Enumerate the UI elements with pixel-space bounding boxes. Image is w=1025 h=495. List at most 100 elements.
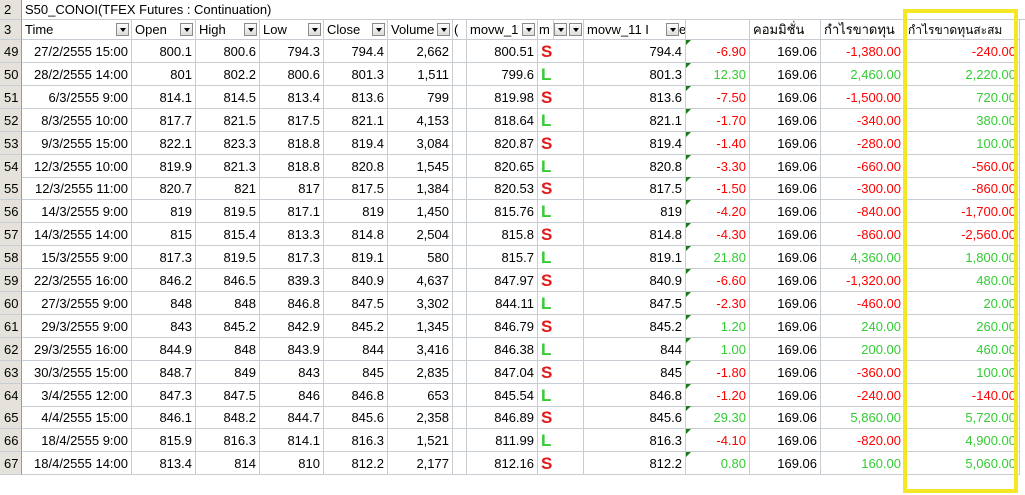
cell-hidden[interactable]: [453, 62, 467, 86]
cell-close[interactable]: 817.5: [324, 177, 388, 201]
cell-cumulative-pl[interactable]: 2,220.00: [905, 62, 1020, 86]
cell-cumulative-pl[interactable]: 480.00: [905, 269, 1020, 292]
cell-movw1[interactable]: 818.64: [467, 108, 538, 132]
cell-low[interactable]: 817.3: [260, 246, 324, 270]
cell-close[interactable]: 820.8: [324, 154, 388, 178]
cell-hidden[interactable]: [453, 246, 467, 270]
cell-commission[interactable]: 169.06: [750, 62, 821, 86]
cell-time[interactable]: 4/4/2555 15:00: [22, 406, 132, 430]
cell-movw11[interactable]: 840.9: [584, 269, 686, 292]
cell-signal[interactable]: S: [538, 314, 584, 338]
cell-high[interactable]: 848.2: [196, 406, 260, 430]
header-movw1[interactable]: movw_1: [467, 20, 538, 40]
cell-hidden[interactable]: [453, 40, 467, 63]
cell-movw11[interactable]: 821.1: [584, 108, 686, 132]
cell-hidden[interactable]: [453, 429, 467, 453]
cell-movw11[interactable]: 844: [584, 337, 686, 361]
cell-hidden[interactable]: [453, 108, 467, 132]
cell-movw1[interactable]: 847.04: [467, 360, 538, 384]
filter-dropdown-icon[interactable]: [372, 23, 385, 36]
cell-high[interactable]: 816.3: [196, 429, 260, 453]
cell-volume[interactable]: 4,637: [388, 269, 453, 292]
row-header[interactable]: 63: [0, 360, 22, 384]
cell-open[interactable]: 844.9: [132, 337, 196, 361]
cell-movw1[interactable]: 815.76: [467, 200, 538, 224]
cell-open[interactable]: 819: [132, 200, 196, 224]
cell-profit-loss[interactable]: 2,460.00: [821, 62, 905, 86]
cell-movw11[interactable]: 819: [584, 200, 686, 224]
cell-hidden[interactable]: [453, 452, 467, 476]
cell-commission[interactable]: 169.06: [750, 85, 821, 109]
cell-movw11[interactable]: 814.8: [584, 223, 686, 247]
cell-close[interactable]: 816.3: [324, 429, 388, 453]
cell-high[interactable]: 819.5: [196, 246, 260, 270]
header-close[interactable]: Close: [324, 20, 388, 40]
cell-open[interactable]: 800.1: [132, 40, 196, 63]
cell-time[interactable]: 14/3/2555 9:00: [22, 200, 132, 224]
cell-signal[interactable]: S: [538, 223, 584, 247]
cell-volume[interactable]: 2,177: [388, 452, 453, 476]
cell-time[interactable]: 30/3/2555 15:00: [22, 360, 132, 384]
cell-hidden[interactable]: [453, 177, 467, 201]
cell-commission[interactable]: 169.06: [750, 131, 821, 155]
cell-close[interactable]: 845.2: [324, 314, 388, 338]
cell-signal[interactable]: S: [538, 85, 584, 109]
row-header[interactable]: 58: [0, 246, 22, 270]
cell-movw11[interactable]: 819.1: [584, 246, 686, 270]
row-header[interactable]: 52: [0, 108, 22, 132]
cell-time[interactable]: 12/3/2555 11:00: [22, 177, 132, 201]
cell-hidden[interactable]: [453, 406, 467, 430]
cell-volume[interactable]: 799: [388, 85, 453, 109]
cell-time[interactable]: 22/3/2555 16:00: [22, 269, 132, 292]
cell-pnl-points[interactable]: 21.80: [686, 246, 750, 270]
cell-movw1[interactable]: 819.98: [467, 85, 538, 109]
header-cumulative-pl[interactable]: กำไรขาดทุนสะสม: [905, 20, 1020, 40]
header-pnl-points[interactable]: [686, 20, 750, 40]
cell-low[interactable]: 813.3: [260, 223, 324, 247]
cell-cumulative-pl[interactable]: 5,720.00: [905, 406, 1020, 430]
cell-volume[interactable]: 3,302: [388, 291, 453, 315]
cell-pnl-points[interactable]: 12.30: [686, 62, 750, 86]
header-signal-filter[interactable]: [554, 20, 584, 40]
row-header[interactable]: 59: [0, 269, 22, 292]
cell-movw11[interactable]: 813.6: [584, 85, 686, 109]
cell-commission[interactable]: 169.06: [750, 291, 821, 315]
cell-open[interactable]: 815: [132, 223, 196, 247]
cell-volume[interactable]: 1,511: [388, 62, 453, 86]
cell-time[interactable]: 18/4/2555 9:00: [22, 429, 132, 453]
cell-hidden[interactable]: [453, 223, 467, 247]
cell-close[interactable]: 846.8: [324, 383, 388, 407]
header-low[interactable]: Low: [260, 20, 324, 40]
cell-time[interactable]: 14/3/2555 14:00: [22, 223, 132, 247]
cell-pnl-points[interactable]: -1.50: [686, 177, 750, 201]
cell-cumulative-pl[interactable]: 20.00: [905, 291, 1020, 315]
cell-high[interactable]: 823.3: [196, 131, 260, 155]
cell-close[interactable]: 845.6: [324, 406, 388, 430]
cell-low[interactable]: 817: [260, 177, 324, 201]
cell-movw11[interactable]: 816.3: [584, 429, 686, 453]
cell-movw1[interactable]: 846.79: [467, 314, 538, 338]
cell-low[interactable]: 813.4: [260, 85, 324, 109]
sheet-title[interactable]: S50_CONOI(TFEX Futures : Continuation): [22, 0, 1025, 20]
cell-profit-loss[interactable]: -300.00: [821, 177, 905, 201]
cell-cumulative-pl[interactable]: -240.00: [905, 40, 1020, 63]
cell-hidden[interactable]: [453, 383, 467, 407]
cell-movw1[interactable]: 799.6: [467, 62, 538, 86]
cell-signal[interactable]: L: [538, 383, 584, 407]
cell-movw11[interactable]: 845.2: [584, 314, 686, 338]
cell-movw11[interactable]: 820.8: [584, 154, 686, 178]
cell-signal[interactable]: L: [538, 200, 584, 224]
cell-low[interactable]: 818.8: [260, 131, 324, 155]
cell-profit-loss[interactable]: 5,860.00: [821, 406, 905, 430]
cell-hidden[interactable]: [453, 269, 467, 292]
cell-time[interactable]: 27/3/2555 9:00: [22, 291, 132, 315]
cell-close[interactable]: 844: [324, 337, 388, 361]
cell-profit-loss[interactable]: -280.00: [821, 131, 905, 155]
cell-signal[interactable]: S: [538, 269, 584, 292]
cell-commission[interactable]: 169.06: [750, 269, 821, 292]
header-volume[interactable]: Volume: [388, 20, 453, 40]
cell-high[interactable]: 821.5: [196, 108, 260, 132]
filter-dropdown-icon[interactable]: [244, 23, 257, 36]
cell-volume[interactable]: 1,521: [388, 429, 453, 453]
